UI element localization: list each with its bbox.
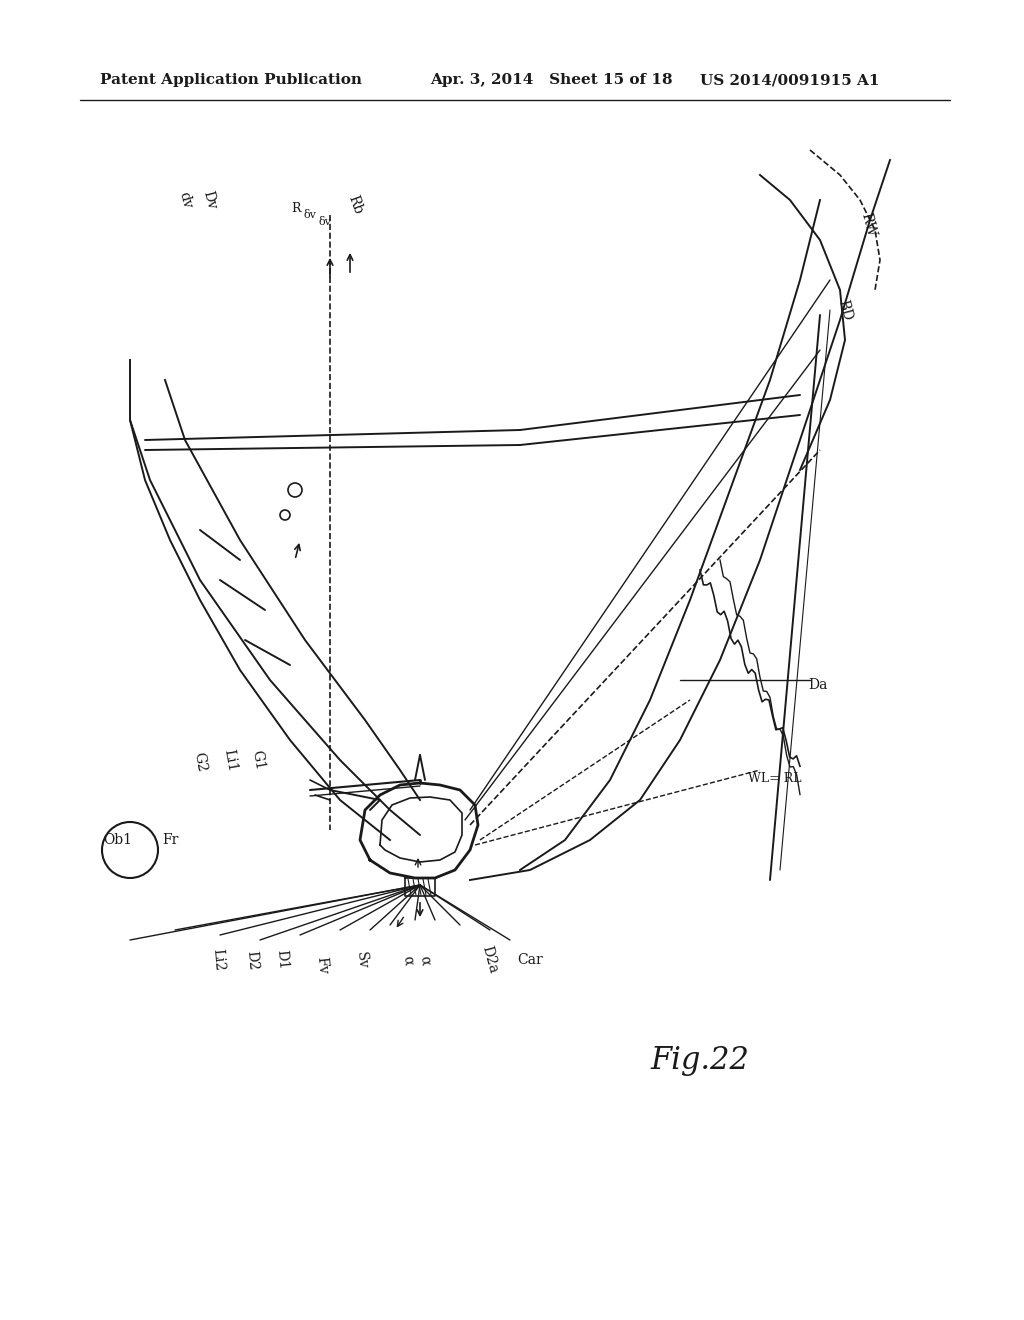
Text: Rb: Rb (345, 194, 365, 216)
Text: D2: D2 (244, 949, 260, 970)
Text: WL= RL: WL= RL (749, 771, 802, 784)
Text: D2a: D2a (479, 945, 501, 975)
Text: Sv: Sv (354, 950, 370, 969)
Text: G1: G1 (250, 748, 266, 771)
Text: Fig.22: Fig.22 (650, 1044, 750, 1076)
Text: Car: Car (517, 953, 543, 968)
Text: BD: BD (836, 298, 854, 322)
Text: US 2014/0091915 A1: US 2014/0091915 A1 (700, 73, 880, 87)
Text: Fv: Fv (314, 956, 330, 974)
Text: Li1: Li1 (221, 747, 239, 772)
Text: Da: Da (808, 678, 827, 692)
Text: δv: δv (303, 210, 316, 220)
Text: RW: RW (858, 211, 878, 239)
Text: D1: D1 (274, 949, 290, 970)
Text: G2: G2 (191, 751, 209, 774)
Text: Apr. 3, 2014   Sheet 15 of 18: Apr. 3, 2014 Sheet 15 of 18 (430, 73, 673, 87)
Text: Patent Application Publication: Patent Application Publication (100, 73, 362, 87)
Text: dv: dv (176, 190, 194, 210)
Text: δv: δv (318, 216, 332, 227)
Text: Ob1: Ob1 (103, 833, 132, 847)
Text: R: R (291, 202, 301, 214)
Text: Fr: Fr (162, 833, 178, 847)
Text: α: α (418, 954, 432, 965)
Text: α: α (400, 954, 416, 965)
Text: Dv: Dv (201, 189, 219, 211)
Text: Li2: Li2 (210, 948, 226, 972)
